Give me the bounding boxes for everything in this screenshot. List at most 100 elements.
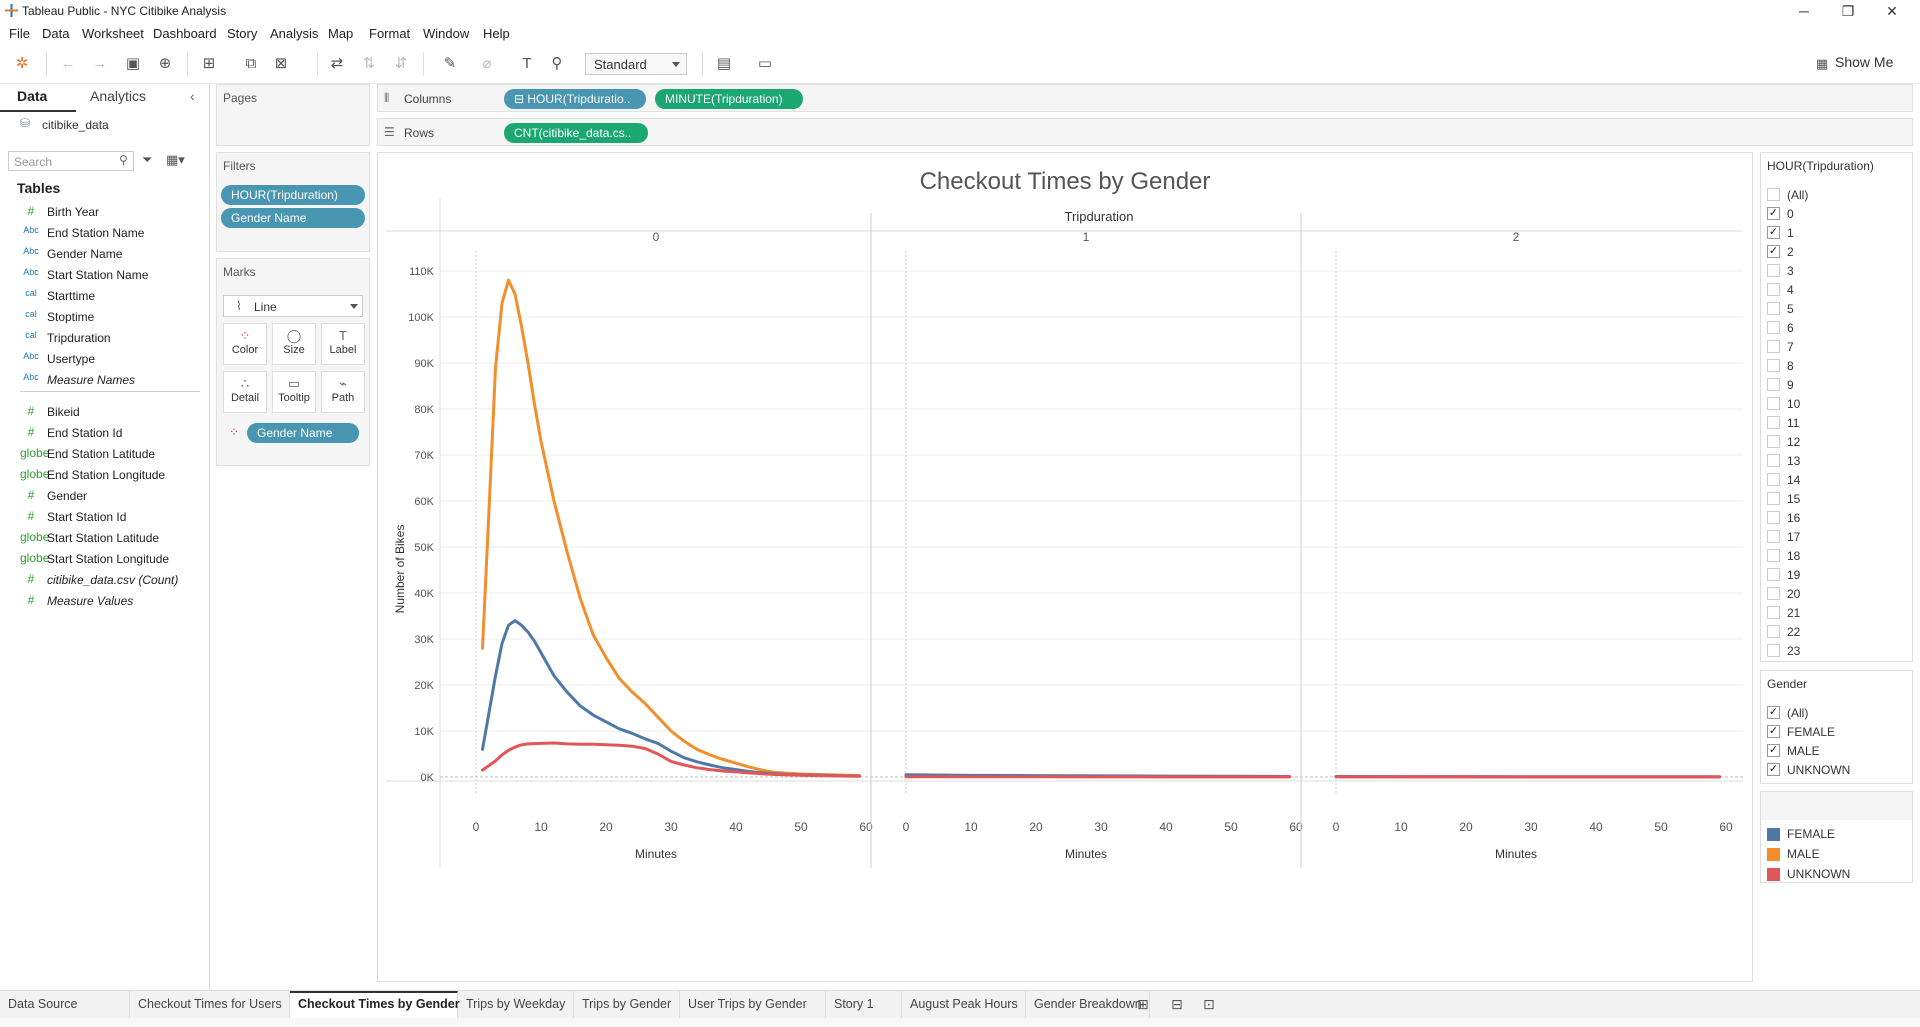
sheet-tab-trips-by-gender[interactable]: Trips by Gender xyxy=(574,991,680,1018)
sort-ascending-icon[interactable]: ⇅ xyxy=(362,55,376,72)
new-worksheet-icon[interactable]: ⊞ xyxy=(202,55,216,72)
checkbox-unchecked-icon[interactable] xyxy=(1767,188,1780,201)
checkbox-unchecked-icon[interactable] xyxy=(1767,568,1780,581)
checkbox-unchecked-icon[interactable] xyxy=(1767,549,1780,562)
filter-pill-hour[interactable]: HOUR(Tripduration) xyxy=(221,185,365,205)
field-stoptime[interactable]: cal Stoptime xyxy=(0,307,205,327)
checkbox-unchecked-icon[interactable] xyxy=(1767,492,1780,505)
menu-dashboard[interactable]: Dashboard xyxy=(153,26,217,41)
detail-button[interactable]: ∴ Detail xyxy=(223,371,267,413)
field-end-station-name[interactable]: Abc End Station Name xyxy=(0,223,205,243)
sort-descending-icon[interactable]: ⇵ xyxy=(394,55,408,72)
columns-shelf[interactable]: ⦀ Columns ⊟ HOUR(Tripduratio.. MINUTE(Tr… xyxy=(377,84,1913,112)
field-start-station-longitude[interactable]: globe Start Station Longitude xyxy=(0,549,205,569)
redo-icon[interactable]: → xyxy=(92,55,108,72)
filter-option-21[interactable]: 21 xyxy=(1767,604,1907,622)
sheet-tab-checkout-times-for-users[interactable]: Checkout Times for Users xyxy=(130,991,290,1018)
checkbox-unchecked-icon[interactable] xyxy=(1767,511,1780,524)
checkbox-checked-icon[interactable]: ✓ xyxy=(1767,706,1780,719)
show-cards-icon[interactable]: ▤ xyxy=(716,55,732,72)
filter-pill-gender[interactable]: Gender Name xyxy=(221,208,365,228)
clear-sheet-icon[interactable]: ⊠ xyxy=(274,55,288,72)
sheet-tab-data-source[interactable]: Data Source xyxy=(0,991,130,1018)
field-start-station-name[interactable]: Abc Start Station Name xyxy=(0,265,205,285)
highlight-icon[interactable]: ✎ xyxy=(443,55,457,72)
mark-type-select[interactable]: ⌇ Line xyxy=(223,295,363,317)
filter-option-22[interactable]: 22 xyxy=(1767,623,1907,641)
swap-rows-columns-icon[interactable]: ⇄ xyxy=(330,55,344,72)
filter-option-6[interactable]: 6 xyxy=(1767,319,1907,337)
checkbox-checked-icon[interactable]: ✓ xyxy=(1767,763,1780,776)
search-box[interactable]: Search ⚲ xyxy=(8,151,134,171)
filter-option-9[interactable]: 9 xyxy=(1767,376,1907,394)
new-datasource-icon[interactable]: ⊕ xyxy=(158,55,172,72)
undo-icon[interactable]: ← xyxy=(60,55,76,72)
filter-option-7[interactable]: 7 xyxy=(1767,338,1907,356)
datasource-name[interactable]: citibike_data xyxy=(42,118,109,132)
sheet-tab-story-1[interactable]: Story 1 xyxy=(826,991,902,1018)
sheet-tab-trips-by-weekday[interactable]: Trips by Weekday xyxy=(458,991,574,1018)
field-citibike-data-csv-count[interactable]: # citibike_data.csv (Count) xyxy=(0,570,205,590)
filter-option-10[interactable]: 10 xyxy=(1767,395,1907,413)
checkbox-unchecked-icon[interactable] xyxy=(1767,378,1780,391)
sheet-tab-checkout-times-by-gender[interactable]: Checkout Times by Gender xyxy=(290,991,460,1018)
filter-option-13[interactable]: 13 xyxy=(1767,452,1907,470)
filter-option-all[interactable]: ✓ (All) xyxy=(1767,704,1907,722)
filters-card[interactable]: Filters HOUR(Tripduration) Gender Name xyxy=(216,152,370,252)
save-icon[interactable]: ▣ xyxy=(125,55,141,72)
menu-analysis[interactable]: Analysis xyxy=(270,26,319,41)
checkbox-unchecked-icon[interactable] xyxy=(1767,321,1780,334)
checkbox-checked-icon[interactable]: ✓ xyxy=(1767,245,1780,258)
menu-format[interactable]: Format xyxy=(369,26,411,41)
field-end-station-longitude[interactable]: globe End Station Longitude xyxy=(0,465,205,485)
checkbox-unchecked-icon[interactable] xyxy=(1767,587,1780,600)
filter-option-8[interactable]: 8 xyxy=(1767,357,1907,375)
filter-option-20[interactable]: 20 xyxy=(1767,585,1907,603)
pages-card[interactable]: Pages xyxy=(216,84,370,146)
checkbox-unchecked-icon[interactable] xyxy=(1767,359,1780,372)
path-button[interactable]: ⌁ Path xyxy=(321,371,365,413)
checkbox-unchecked-icon[interactable] xyxy=(1767,283,1780,296)
field-starttime[interactable]: cal Starttime xyxy=(0,286,205,306)
tableau-home-icon[interactable]: ✲ xyxy=(15,55,29,72)
sheet-tab-august-peak-hours[interactable]: August Peak Hours xyxy=(902,991,1026,1018)
new-worksheet-tab-icon[interactable]: ⊞ xyxy=(1137,996,1149,1012)
menu-worksheet[interactable]: Worksheet xyxy=(82,26,144,41)
checkbox-unchecked-icon[interactable] xyxy=(1767,606,1780,619)
field-measure-values[interactable]: # Measure Values xyxy=(0,591,205,611)
presentation-mode-icon[interactable]: ▭ xyxy=(757,55,773,72)
checkbox-checked-icon[interactable]: ✓ xyxy=(1767,207,1780,220)
checkbox-unchecked-icon[interactable] xyxy=(1767,454,1780,467)
field-gender[interactable]: # Gender xyxy=(0,486,205,506)
checkbox-unchecked-icon[interactable] xyxy=(1767,340,1780,353)
checkbox-unchecked-icon[interactable] xyxy=(1767,530,1780,543)
search-input[interactable]: Search xyxy=(14,155,53,169)
checkbox-unchecked-icon[interactable] xyxy=(1767,435,1780,448)
filter-option-all[interactable]: (All) xyxy=(1767,186,1907,204)
checkbox-unchecked-icon[interactable] xyxy=(1767,416,1780,429)
checkbox-checked-icon[interactable]: ✓ xyxy=(1767,744,1780,757)
checkbox-checked-icon[interactable]: ✓ xyxy=(1767,725,1780,738)
duplicate-sheet-icon[interactable]: ⧉ xyxy=(245,55,257,72)
size-button[interactable]: ◯ Size xyxy=(272,323,316,365)
menu-help[interactable]: Help xyxy=(483,26,510,41)
filter-option-2[interactable]: ✓ 2 xyxy=(1767,243,1907,261)
tab-data[interactable]: Data xyxy=(17,88,48,104)
marks-pill-gender[interactable]: Gender Name xyxy=(247,423,359,443)
checkbox-unchecked-icon[interactable] xyxy=(1767,264,1780,277)
label-button[interactable]: T Label xyxy=(321,323,365,365)
sheet-tab-gender-breakdown[interactable]: Gender Breakdown xyxy=(1026,991,1150,1018)
filter-option-female[interactable]: ✓ FEMALE xyxy=(1767,723,1907,741)
tab-analytics[interactable]: Analytics xyxy=(90,88,147,104)
field-end-station-latitude[interactable]: globe End Station Latitude xyxy=(0,444,205,464)
filter-option-14[interactable]: 14 xyxy=(1767,471,1907,489)
fix-axes-icon[interactable]: ⚲ xyxy=(551,55,563,72)
field-start-station-latitude[interactable]: globe Start Station Latitude xyxy=(0,528,205,548)
checkbox-unchecked-icon[interactable] xyxy=(1767,397,1780,410)
columns-pill-minute[interactable]: MINUTE(Tripduration) xyxy=(655,89,803,109)
show-mark-labels-icon[interactable]: T xyxy=(522,55,532,72)
field-usertype[interactable]: Abc Usertype xyxy=(0,349,205,369)
field-measure-names[interactable]: Abc Measure Names xyxy=(0,370,205,390)
field-birth-year[interactable]: # Birth Year xyxy=(0,202,205,222)
filter-option-12[interactable]: 12 xyxy=(1767,433,1907,451)
